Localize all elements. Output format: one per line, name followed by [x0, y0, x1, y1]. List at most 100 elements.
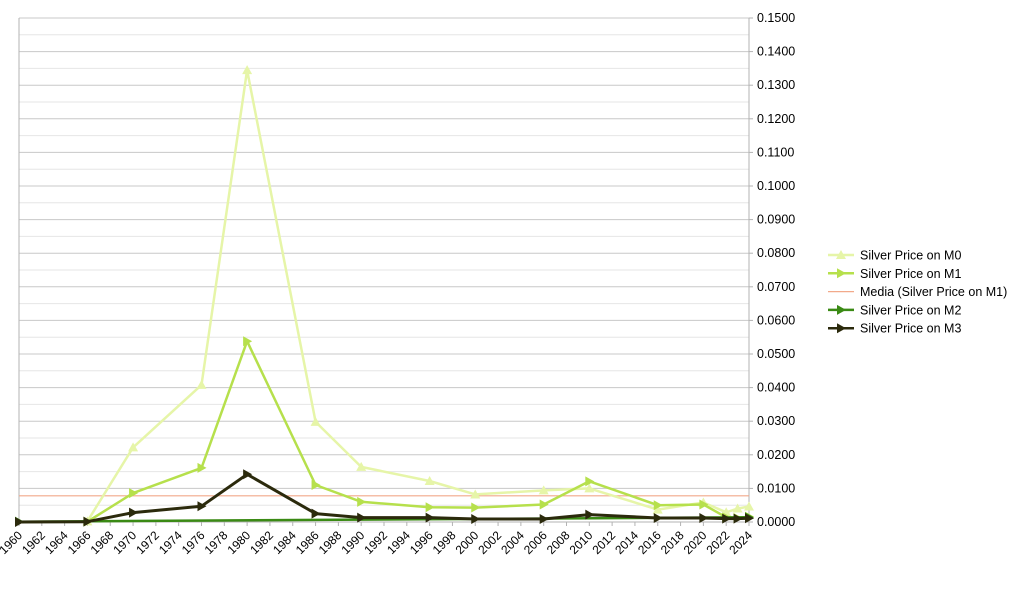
series-group — [83, 336, 754, 527]
x-tick-label: 1990 — [339, 528, 368, 557]
x-tick-label: 1984 — [270, 528, 299, 557]
y-tick-label: 0.0000 — [757, 515, 795, 529]
series-line — [18, 516, 750, 523]
data-point-marker — [243, 336, 253, 347]
data-point-marker — [196, 379, 207, 389]
x-tick-label: 2022 — [704, 528, 733, 557]
y-tick-label: 0.1000 — [757, 179, 795, 193]
data-point-marker — [722, 513, 732, 524]
legend-label: Silver Price on M1 — [860, 267, 961, 281]
series-lines — [15, 65, 754, 527]
data-point-marker — [197, 462, 207, 473]
data-point-marker — [471, 502, 481, 513]
y-tick-label: 0.1300 — [757, 78, 795, 92]
data-point-marker — [471, 513, 481, 524]
x-tick-label: 1966 — [65, 528, 94, 557]
data-point-marker — [424, 476, 435, 486]
legend-label: Silver Price on M0 — [860, 249, 961, 263]
x-tick-label: 2012 — [589, 528, 618, 557]
data-point-marker — [585, 476, 595, 487]
data-point-marker — [357, 496, 367, 507]
data-point-marker — [128, 442, 139, 452]
y-tick-label: 0.0400 — [757, 381, 795, 395]
y-tick-label: 0.0300 — [757, 414, 795, 428]
data-point-marker — [311, 508, 321, 519]
series-group — [15, 469, 754, 527]
x-tick-label: 1988 — [316, 528, 345, 557]
gridlines — [19, 17, 749, 523]
data-point-marker — [733, 513, 743, 524]
x-tick-label: 2016 — [635, 528, 664, 557]
data-point-marker — [539, 499, 549, 510]
x-tick-label: 1972 — [133, 528, 162, 557]
x-tick-label: 2008 — [544, 528, 573, 557]
x-tick-label: 1960 — [0, 528, 25, 557]
x-tick-label: 1982 — [247, 528, 276, 557]
legend-item: Silver Price on M0 — [828, 249, 961, 263]
data-point-marker — [744, 501, 754, 511]
x-tick-label: 2000 — [453, 528, 482, 557]
x-tick-label: 1968 — [88, 528, 117, 557]
data-point-marker — [699, 512, 709, 523]
series-group — [82, 65, 754, 526]
x-tick-label: 2020 — [681, 528, 710, 557]
x-tick-label: 1964 — [42, 528, 71, 557]
x-tick-label: 1992 — [361, 528, 390, 557]
x-tick-label: 1996 — [407, 528, 436, 557]
x-tick-label: 1970 — [110, 528, 139, 557]
y-tick-label: 0.1200 — [757, 112, 795, 126]
legend-label: Media (Silver Price on M1) — [860, 285, 1007, 299]
x-tick-label: 2014 — [612, 528, 641, 557]
y-tick-label: 0.0800 — [757, 246, 795, 260]
data-point-marker — [836, 250, 846, 259]
data-point-marker — [311, 480, 321, 491]
series-line — [86, 68, 750, 522]
data-point-marker — [357, 512, 367, 523]
x-tick-label: 1962 — [19, 528, 48, 557]
data-point-marker — [243, 469, 253, 480]
data-point-marker — [242, 65, 253, 75]
y-tick-label: 0.1400 — [757, 45, 795, 59]
x-tick-label: 1978 — [202, 528, 231, 557]
data-point-marker — [310, 416, 321, 426]
y-tick-label: 0.1100 — [757, 145, 794, 159]
data-point-marker — [699, 499, 709, 510]
data-point-marker — [837, 323, 846, 334]
data-point-marker — [539, 513, 549, 524]
data-point-marker — [356, 461, 367, 471]
y-tick-label: 0.0700 — [757, 280, 795, 294]
x-tick-label: 2002 — [475, 528, 504, 557]
series-line — [86, 339, 750, 523]
legend-item: Media (Silver Price on M1) — [828, 285, 1007, 299]
y-tick-label: 0.0600 — [757, 313, 795, 327]
data-point-marker — [538, 485, 549, 495]
y-tick-label: 0.0100 — [757, 481, 795, 495]
y-tick-label: 0.1500 — [757, 11, 795, 25]
x-tick-label: 2004 — [498, 528, 527, 557]
x-tick-label: 2018 — [658, 528, 687, 557]
y-tick-label: 0.0900 — [757, 213, 795, 227]
data-point-marker — [425, 502, 435, 513]
x-tick-label: 2006 — [521, 528, 550, 557]
x-tick-label: 1980 — [224, 528, 253, 557]
data-point-marker — [652, 504, 663, 514]
x-tick-label: 2010 — [567, 528, 596, 557]
x-tick-label: 1998 — [430, 528, 459, 557]
data-point-marker — [837, 304, 846, 315]
data-point-marker — [745, 513, 754, 524]
y-tick-label: 0.0500 — [757, 347, 795, 361]
legend-item: Silver Price on M3 — [828, 322, 961, 336]
data-point-marker — [470, 489, 481, 499]
x-tick-label: 1974 — [156, 528, 185, 557]
legend-item: Silver Price on M2 — [828, 303, 961, 317]
x-tick-label: 1986 — [293, 528, 322, 557]
legend-label: Silver Price on M3 — [860, 322, 961, 336]
data-point-marker — [129, 507, 139, 518]
data-point-marker — [83, 516, 93, 527]
x-tick-label: 1994 — [384, 528, 413, 557]
legend-label: Silver Price on M2 — [860, 303, 961, 317]
data-point-marker — [653, 512, 663, 523]
data-point-marker — [837, 268, 846, 279]
